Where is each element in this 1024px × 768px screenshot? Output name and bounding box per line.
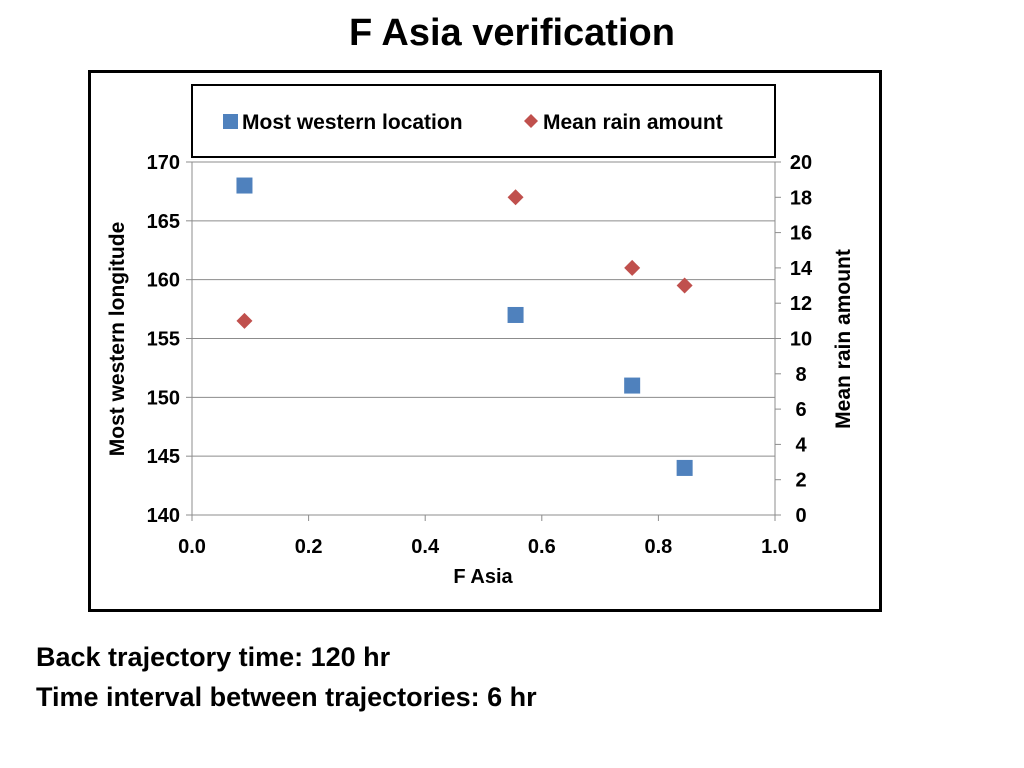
y2-tick-label-12: 12 <box>790 293 812 315</box>
data-points <box>236 177 693 476</box>
y-axis-title: Most western longitude <box>106 222 129 457</box>
x-tick-label-0.2: 0.2 <box>295 536 323 558</box>
caption-back-trajectory-time: Back trajectory time: 120 hr <box>36 642 391 672</box>
y2-tick-label-8: 8 <box>795 364 806 386</box>
legend-label-most-western-location: Most western location <box>242 111 463 134</box>
y2-tick-label-4: 4 <box>795 434 807 456</box>
legend: Most western location Mean rain amount <box>191 84 776 158</box>
y2-tick-label-14: 14 <box>790 258 813 280</box>
x-tick-label-1.0: 1.0 <box>761 536 789 558</box>
legend-marker-diamond <box>524 114 538 128</box>
scatter-chart: 140 145 150 155 160 165 170 0 2 4 6 8 10 12 14 16 18 20 0.… <box>106 84 855 588</box>
y-tick-label-160: 160 <box>147 270 180 292</box>
point-mean-rain-amount-2 <box>624 259 641 276</box>
y2-tick-label-10: 10 <box>790 329 812 351</box>
y2-tick-label-16: 16 <box>790 223 812 245</box>
caption-time-interval: Time interval between trajectories: 6 hr <box>36 682 537 712</box>
point-most-western-location-2 <box>624 377 641 394</box>
y2-tick-label-20: 20 <box>790 152 812 174</box>
y-tick-label-170: 170 <box>147 152 180 174</box>
y-tick-label-155: 155 <box>147 329 180 351</box>
y2-axis-title: Mean rain amount <box>832 249 855 429</box>
point-mean-rain-amount-3 <box>676 277 693 294</box>
legend-marker-square <box>223 114 238 129</box>
x-tick-label-0.4: 0.4 <box>411 536 440 558</box>
tick-labels: 140 145 150 155 160 165 170 0 2 4 6 8 10 12 14 16 18 20 0.… <box>147 152 813 558</box>
y2-tick-label-0: 0 <box>795 505 806 527</box>
y-tick-label-150: 150 <box>147 387 180 409</box>
point-most-western-location-3 <box>676 459 693 476</box>
legend-label-mean-rain-amount: Mean rain amount <box>543 111 723 134</box>
point-most-western-location-0 <box>236 177 253 194</box>
point-mean-rain-amount-1 <box>507 189 524 206</box>
y-tick-label-145: 145 <box>147 446 180 468</box>
x-tick-label-0.0: 0.0 <box>178 536 206 558</box>
y2-tick-label-18: 18 <box>790 187 812 209</box>
y2-tick-label-6: 6 <box>795 399 806 421</box>
y2-tick-label-2: 2 <box>795 470 806 492</box>
y-tick-label-140: 140 <box>147 505 180 527</box>
x-tick-label-0.6: 0.6 <box>528 536 556 558</box>
point-mean-rain-amount-0 <box>236 312 253 329</box>
point-most-western-location-1 <box>507 306 524 323</box>
chart-frame: 140 145 150 155 160 165 170 0 2 4 6 8 10 12 14 16 18 20 0.… <box>88 70 882 612</box>
x-axis-title: F Asia <box>453 566 513 588</box>
legend-box <box>191 84 776 158</box>
x-tick-label-0.8: 0.8 <box>644 536 672 558</box>
slide-title: F Asia verification <box>349 12 675 54</box>
y-tick-label-165: 165 <box>147 211 180 233</box>
axis-ticks <box>186 161 781 521</box>
